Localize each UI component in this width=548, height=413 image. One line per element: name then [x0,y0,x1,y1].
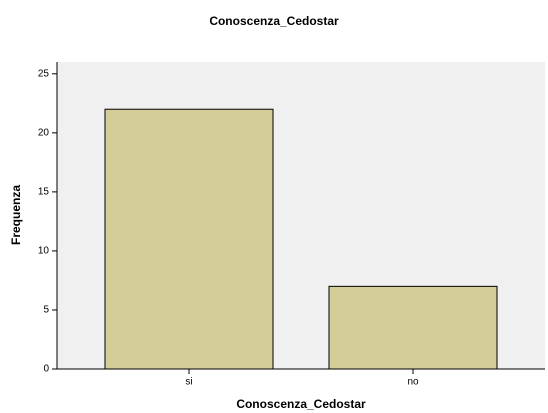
y-tick-label: 0 [43,364,49,375]
bar [104,108,274,370]
bar [328,285,498,370]
y-tick-label: 15 [38,187,50,198]
y-axis-label: Frequenza [9,185,23,245]
y-tick-label: 10 [38,246,50,257]
x-tick-label: no [407,377,419,388]
x-tick-label: si [185,377,192,388]
y-tick-label: 20 [38,127,50,138]
y-tick-label: 25 [38,68,50,79]
x-axis-label: Conoscenza_Cedostar [236,397,366,411]
chart-title: Conoscenza_Cedostar [209,14,339,28]
y-tick-label: 5 [43,305,49,316]
